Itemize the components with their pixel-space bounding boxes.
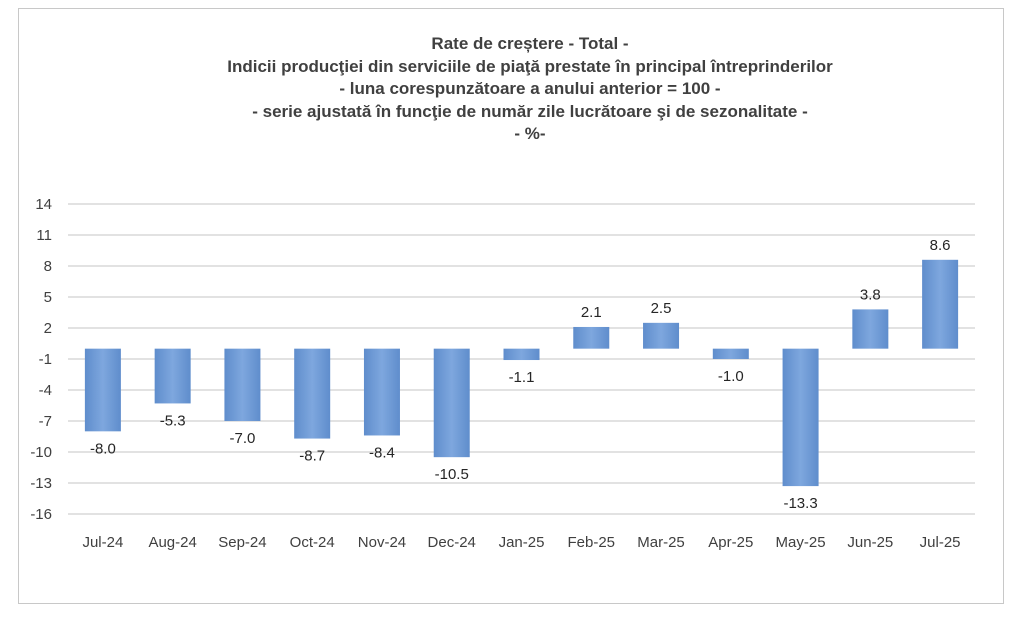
x-tick-label: Jul-25 bbox=[920, 534, 961, 551]
y-tick-label: -10 bbox=[30, 444, 52, 461]
y-tick-label: -16 bbox=[30, 506, 52, 523]
data-label: -8.0 bbox=[90, 440, 116, 457]
y-tick-label: -13 bbox=[30, 475, 52, 492]
title-line-1: Rate de creștere - Total - bbox=[431, 34, 629, 53]
x-tick-label: Dec-24 bbox=[428, 534, 476, 551]
data-label: -1.1 bbox=[509, 369, 535, 386]
x-tick-label: Feb-25 bbox=[568, 534, 616, 551]
data-label: -8.4 bbox=[369, 444, 395, 461]
y-tick-label: -7 bbox=[39, 413, 52, 430]
y-tick-label: 14 bbox=[35, 196, 52, 213]
bar-oct-24 bbox=[294, 348, 331, 439]
x-tick-label: May-25 bbox=[776, 534, 826, 551]
bar-jul-25 bbox=[922, 259, 959, 349]
y-tick-label: -1 bbox=[39, 351, 52, 368]
title-line-4: - serie ajustată în funcţie de număr zil… bbox=[252, 101, 808, 121]
data-label: -10.5 bbox=[435, 466, 469, 483]
title-line-5: - %- bbox=[514, 124, 546, 143]
data-label: -13.3 bbox=[783, 495, 817, 512]
data-label: -5.3 bbox=[160, 412, 186, 429]
x-tick-label: Nov-24 bbox=[358, 534, 406, 551]
bar-nov-24 bbox=[363, 348, 400, 436]
y-tick-label: 8 bbox=[44, 258, 52, 275]
bar-dec-24 bbox=[433, 348, 470, 458]
x-tick-label: Jun-25 bbox=[847, 534, 893, 551]
x-tick-label: Jul-24 bbox=[82, 534, 123, 551]
bar-mar-25 bbox=[643, 322, 680, 349]
x-tick-label: Mar-25 bbox=[637, 534, 685, 551]
bar-jul-24 bbox=[84, 348, 121, 432]
data-label: 8.6 bbox=[930, 237, 951, 254]
data-label: 2.5 bbox=[651, 300, 672, 317]
title-line-2: Indicii producţiei din serviciile de pia… bbox=[227, 56, 833, 76]
data-label: 2.1 bbox=[581, 304, 602, 321]
x-tick-label: Sep-24 bbox=[218, 534, 266, 551]
title-line-3: - luna corespunzătoare a anului anterior… bbox=[339, 79, 721, 98]
bar-apr-25 bbox=[712, 348, 749, 359]
chart-title: Rate de creștere - Total - Indicii produ… bbox=[0, 33, 1024, 146]
chart-frame bbox=[18, 8, 1004, 604]
y-tick-label: 11 bbox=[36, 227, 52, 244]
bar-may-25 bbox=[782, 348, 819, 487]
bar-jun-25 bbox=[852, 309, 889, 349]
x-tick-label: Aug-24 bbox=[148, 534, 196, 551]
x-tick-label: Apr-25 bbox=[708, 534, 753, 551]
data-label: -7.0 bbox=[229, 430, 255, 447]
data-label: -8.7 bbox=[299, 448, 325, 465]
y-tick-label: -4 bbox=[39, 382, 52, 399]
data-label: -1.0 bbox=[718, 368, 744, 385]
x-tick-label: Jan-25 bbox=[499, 534, 545, 551]
bar-feb-25 bbox=[573, 326, 610, 349]
y-tick-label: 2 bbox=[44, 320, 52, 337]
bar-aug-24 bbox=[154, 348, 191, 404]
y-tick-label: 5 bbox=[44, 289, 52, 306]
bar-sep-24 bbox=[224, 348, 261, 421]
x-tick-label: Oct-24 bbox=[290, 534, 335, 551]
bar-jan-25 bbox=[503, 348, 540, 361]
data-label: 3.8 bbox=[860, 286, 881, 303]
